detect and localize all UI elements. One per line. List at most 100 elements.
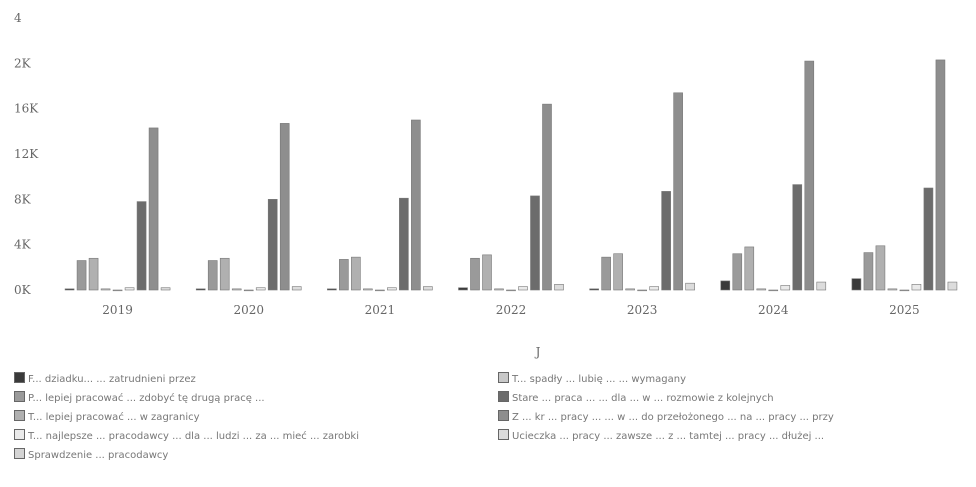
bar [64, 288, 75, 291]
bar [255, 287, 266, 291]
bar [387, 287, 397, 291]
bar [792, 184, 803, 291]
y-tick-label: 4 [14, 11, 22, 25]
bar [851, 278, 862, 291]
x-tick-label: 2020 [233, 303, 264, 317]
y-tick-label: 2K [14, 56, 32, 70]
bar [732, 253, 743, 291]
legend-label: Stare ... praca ... ... dla ... w ... ro… [512, 393, 774, 404]
x-tick-label: 2022 [496, 303, 527, 317]
bar [542, 103, 552, 291]
legend-swatch [14, 391, 25, 402]
legend-swatch [14, 372, 25, 383]
bars-group [64, 59, 958, 292]
legend-item: F... dziadku... ... zatrudnieni przez [14, 372, 196, 386]
bar [195, 288, 206, 291]
bar [720, 280, 731, 291]
bar [231, 288, 242, 291]
legend-item: T... lepiej pracować ... w zagranicy [14, 410, 200, 424]
legend-item: Ucieczka ... pracy ... zawsze ... z ... … [498, 429, 824, 443]
bar [100, 288, 111, 291]
legend-swatch [498, 429, 509, 440]
bar [148, 127, 159, 291]
bar [136, 201, 147, 291]
bar [399, 197, 409, 291]
bar [756, 288, 767, 291]
bar [267, 199, 278, 291]
bar [589, 288, 599, 291]
legend-item: T... spadły ... lubię ... ... wymagany [498, 372, 686, 386]
legend-swatch [498, 372, 509, 383]
bar [351, 256, 361, 291]
legend: F... dziadku... ... zatrudnieni przez T..… [14, 372, 970, 484]
y-tick-label: 12K [14, 147, 39, 161]
bar [363, 288, 373, 291]
legend-label: F... dziadku... ... zatrudnieni przez [28, 374, 196, 385]
bar [673, 92, 683, 291]
bar [411, 119, 421, 291]
bar [291, 286, 302, 291]
legend-label: Z ... kr ... pracy ... ... w ... do prze… [512, 412, 834, 423]
bar [470, 257, 480, 291]
legend-label: P... lepiej pracować ... zdobyć tę drugą… [28, 393, 265, 404]
bar [911, 284, 922, 291]
bar [339, 259, 349, 291]
legend-label: Ucieczka ... pracy ... zawsze ... z ... … [512, 431, 825, 442]
bar [875, 245, 886, 291]
y-tick-label: 0K [14, 283, 32, 297]
bar [887, 288, 898, 291]
bar [613, 253, 623, 291]
bar [685, 282, 695, 291]
legend-swatch [14, 448, 25, 459]
bar [530, 195, 540, 291]
bar [88, 257, 99, 291]
bar [601, 256, 611, 291]
legend-item: Z ... kr ... pracy ... ... w ... do prze… [498, 410, 834, 424]
bar [207, 260, 218, 291]
bar [423, 286, 433, 291]
bar [279, 123, 290, 291]
legend-swatch [498, 410, 509, 421]
legend-item: T... najlepsze ... pracodawcy ... dla ..… [14, 429, 359, 443]
x-axis-ticks: 2019 2020 2021 2022 2023 2024 2025 [102, 303, 919, 317]
bar [816, 281, 827, 291]
bar [243, 289, 254, 292]
legend-label: Sprawdzenie ... pracodawcy [28, 450, 169, 461]
bar [899, 289, 910, 292]
x-tick-label: 2019 [102, 303, 133, 317]
y-tick-label: 8K [14, 192, 32, 206]
x-tick-label: 2025 [889, 303, 920, 317]
bar [637, 289, 647, 292]
x-axis-label: J [534, 345, 541, 359]
bar [124, 287, 135, 291]
bar [458, 287, 468, 291]
bar [947, 281, 958, 291]
bar [780, 285, 791, 291]
legend-label: T... spadły ... lubię ... ... wymagany [512, 374, 687, 385]
bar [482, 254, 492, 291]
legend-item: Sprawdzenie ... pracodawcy [14, 448, 168, 462]
x-tick-label: 2023 [627, 303, 658, 317]
bar [625, 288, 635, 291]
bar [554, 284, 564, 291]
legend-item: Stare ... praca ... ... dla ... w ... ro… [498, 391, 774, 405]
bar [768, 289, 779, 292]
legend-swatch [498, 391, 509, 402]
bar [923, 187, 934, 291]
legend-label: T... najlepsze ... pracodawcy ... dla ..… [28, 431, 360, 442]
bar [863, 252, 874, 291]
bar [375, 289, 385, 292]
legend-swatch [14, 429, 25, 440]
legend-item: P... lepiej pracować ... zdobyć tę drugą… [14, 391, 265, 405]
bar [649, 286, 659, 291]
legend-swatch [14, 410, 25, 421]
y-tick-label: 4K [14, 238, 32, 252]
bar [661, 191, 671, 291]
bar [160, 287, 171, 291]
bar [112, 289, 123, 292]
bar [494, 288, 504, 291]
x-tick-label: 2021 [365, 303, 396, 317]
bar [804, 60, 815, 291]
bar [506, 289, 516, 292]
legend-label: T... lepiej pracować ... w zagranicy [28, 412, 200, 423]
